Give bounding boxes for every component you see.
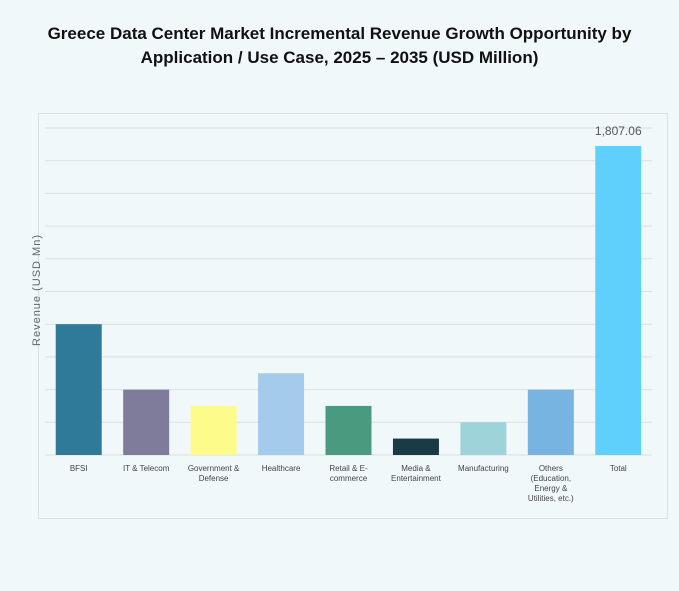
x-tick-label: Manufacturing [458,464,509,473]
chart-title: Greece Data Center Market Incremental Re… [0,22,679,70]
bar [55,324,102,455]
x-tick-label: Retail & E-commerce [329,464,368,483]
x-tick-label: BFSI [70,464,88,473]
bar [258,373,305,455]
bar [392,438,439,455]
x-tick-label: Total [610,464,627,473]
x-tick-label: IT & Telecom [123,464,170,473]
bar [595,145,642,455]
bar [527,389,574,455]
bar [460,422,507,455]
bar [190,405,237,455]
title-line-2: Application / Use Case, 2025 – 2035 (USD… [140,48,539,67]
x-tick-label: Healthcare [262,464,301,473]
data-label: 1,807.06 [595,124,642,138]
x-tick-label: Media & Entertainment [391,464,442,483]
x-tick-label: Government & Defense [188,464,240,483]
bar [123,389,170,455]
bar [325,405,372,455]
title-line-1: Greece Data Center Market Incremental Re… [47,24,632,43]
y-axis-label: Revenue (USD Mn) [31,234,43,346]
x-tick-label: Others (Education, Energy & Utilities, etc.… [528,464,574,503]
